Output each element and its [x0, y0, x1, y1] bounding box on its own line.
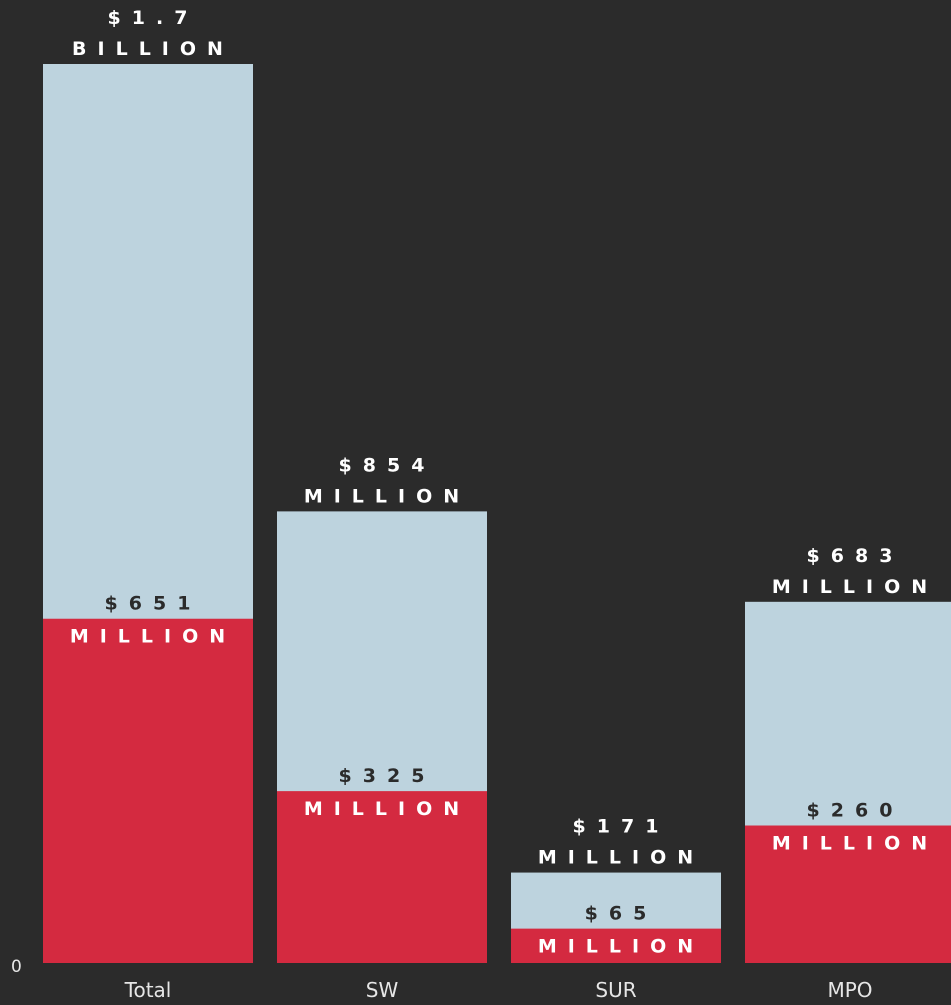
data-label-part-unit-sw: MILLION [304, 798, 470, 820]
data-label-total-unit-total: BILLION [72, 38, 234, 60]
x-tick-label-sw: SW [366, 978, 399, 1002]
data-label-part-unit-mpo: MILLION [772, 833, 938, 855]
y-axis-zero-label: 0 [11, 957, 22, 977]
x-tick-label-mpo: MPO [827, 978, 872, 1002]
data-label-part-unit-sur: MILLION [538, 936, 704, 958]
bar-part-total [43, 618, 253, 963]
x-tick-label-total: Total [124, 978, 172, 1002]
data-label-total-unit-mpo: MILLION [772, 576, 938, 598]
bar-part-sw [277, 791, 487, 963]
data-label-total-value-sw: $854 [339, 454, 436, 476]
x-tick-label-sur: SUR [595, 978, 636, 1002]
data-label-total-value-sur: $171 [573, 816, 670, 838]
data-label-part-value-sw: $325 [339, 765, 436, 787]
data-label-total-unit-sw: MILLION [304, 485, 470, 507]
bar-part-sur [511, 928, 721, 963]
data-label-part-value-sur: $65 [585, 903, 658, 925]
data-label-part-value-total: $651 [105, 593, 202, 615]
data-label-part-unit-total: MILLION [70, 626, 236, 648]
bar-part-mpo [745, 825, 951, 963]
data-label-total-value-mpo: $683 [807, 545, 904, 567]
data-label-part-value-mpo: $260 [807, 800, 904, 822]
bars-group: $1.7 BILLION $651 MILLION Total $854 MILLION $3… [43, 7, 951, 1002]
data-label-total-unit-sur: MILLION [538, 847, 704, 869]
data-label-total-value-total: $1.7 [108, 7, 199, 29]
